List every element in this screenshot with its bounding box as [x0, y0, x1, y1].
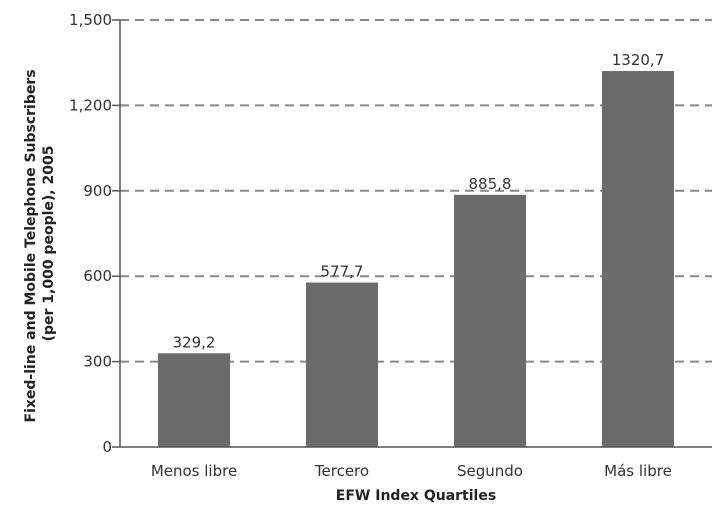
data-label: 885,8	[469, 175, 512, 193]
x-tick-labels: Menos libre Tercero Segundo Más libre	[151, 462, 672, 480]
bars	[158, 71, 674, 447]
y-tick-label: 1,200	[69, 96, 112, 114]
bar	[602, 71, 674, 447]
y-tick-labels: 0 300 600 900 1,200 1,500	[69, 11, 120, 456]
y-axis-title-line-1: Fixed-line and Mobile Telephone Subscrib…	[23, 69, 39, 422]
y-tick-label: 1,500	[69, 11, 112, 29]
y-tick-label: 900	[83, 182, 112, 200]
data-labels: 329,2 577,7 885,8 1320,7	[173, 51, 665, 351]
x-axis-title: EFW Index Quartiles	[336, 488, 496, 504]
y-tick-label: 300	[83, 353, 112, 371]
data-label: 577,7	[321, 263, 364, 281]
x-tick-label: Menos libre	[151, 462, 237, 480]
x-tick-label: Segundo	[457, 462, 523, 480]
y-tick-label: 600	[83, 267, 112, 285]
x-tick-label: Tercero	[314, 462, 369, 480]
y-axis-title: Fixed-line and Mobile Telephone Subscrib…	[23, 65, 57, 423]
axes	[119, 20, 712, 448]
x-tick-label: Más libre	[604, 462, 672, 480]
bar	[158, 353, 230, 447]
data-label: 1320,7	[612, 51, 665, 69]
bar	[306, 282, 378, 447]
y-axis-title-line-2: (per 1,000 people), 2005	[41, 146, 57, 342]
y-tick-label: 0	[102, 438, 112, 456]
bar	[454, 194, 526, 447]
data-label: 329,2	[173, 333, 216, 351]
